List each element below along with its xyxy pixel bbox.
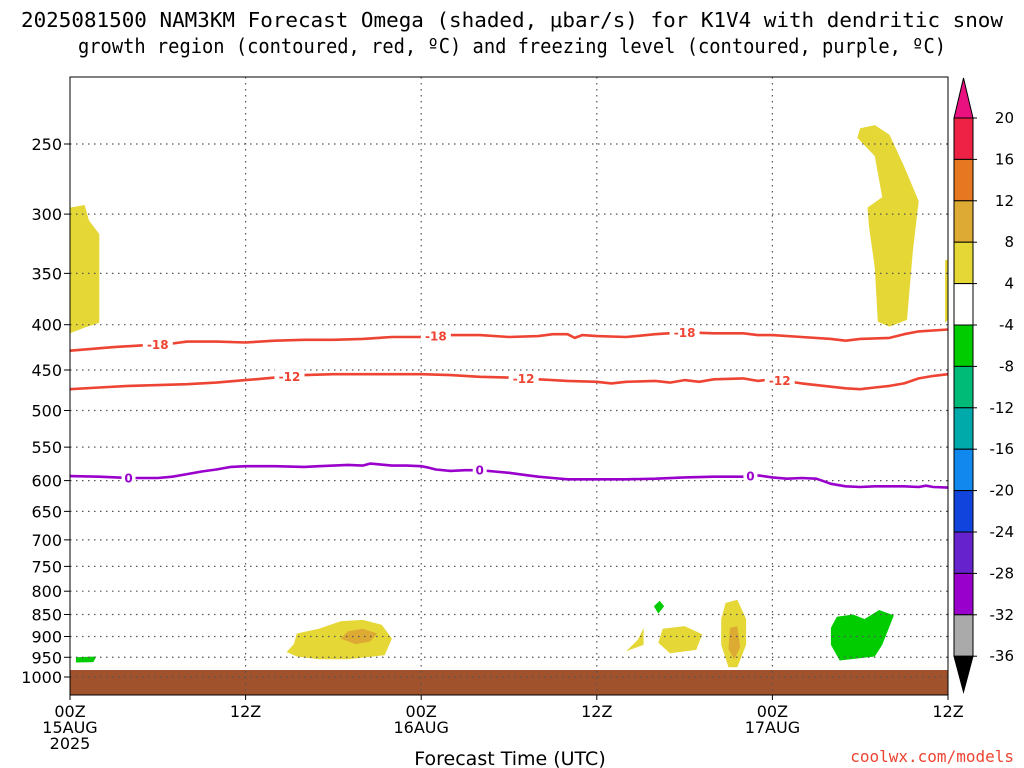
colorbar-swatch-2: [953, 200, 974, 243]
colorbar: 20 16 12 8 4 -4 -8 -12 -16 -20 -24 -28 -32 -36: [953, 77, 1015, 694]
y-tick-label-950: 950: [31, 648, 62, 667]
y-tick-label-400: 400: [31, 316, 62, 335]
y-tick-label-800: 800: [31, 582, 62, 601]
contour-label-bg-1-0: [274, 369, 305, 384]
freezing-contour-0: [69, 462, 949, 489]
omega-region-12: [830, 610, 894, 661]
x-tick-label-0-2: 2025: [50, 734, 91, 753]
colorbar-swatch-6: [953, 365, 974, 409]
colorbar-under-arrow: [953, 655, 974, 694]
contour-label-bg-0-2: [669, 325, 700, 340]
omega-region-9: [626, 627, 644, 652]
colorbar-label-3: 8: [1004, 233, 1014, 251]
contour-label-1-1: -12: [513, 372, 535, 386]
colorbar-swatch-0: [953, 117, 974, 160]
colorbar-swatch-5: [953, 324, 974, 367]
y-tick-label-300: 300: [31, 205, 62, 224]
x-axis-label: Forecast Time (UTC): [414, 748, 605, 768]
colorbar-swatch-7: [953, 407, 974, 450]
y-tick-label-500: 500: [31, 402, 62, 421]
colorbar-swatch-12: [953, 614, 974, 657]
y-tick-label-250: 250: [31, 135, 62, 154]
contour-label-bg-0-1: [420, 329, 451, 344]
omega-region-6: [658, 626, 703, 654]
x-tick-label-3-0: 12Z: [581, 702, 612, 721]
dgz-contour-m12: [69, 372, 949, 391]
chart-title-line-1: 2025081500 NAM3KM Forecast Omega (shaded…: [21, 8, 1004, 32]
contour-label-1-0: -12: [279, 370, 301, 384]
omega-region-8: [728, 626, 741, 660]
grid-lines: [70, 77, 948, 695]
colorbar-label-6: -8: [999, 357, 1014, 375]
y-tick-label-450: 450: [31, 361, 62, 380]
y-tick-label-1000: 1000: [21, 668, 62, 687]
omega-region-3: [945, 260, 948, 323]
y-tick-label-700: 700: [31, 531, 62, 550]
colorbar-label-4: 4: [1004, 275, 1014, 293]
y-tick-label-850: 850: [31, 606, 62, 625]
contour-label-0-1: -18: [425, 330, 447, 344]
x-tick-label-4-0: 00Z: [757, 702, 788, 721]
colorbar-swatch-4: [953, 283, 974, 326]
colorbar-label-9: -20: [990, 482, 1015, 500]
colorbar-label-0: 20: [995, 109, 1014, 127]
colorbar-label-2: 12: [995, 192, 1014, 210]
ground-below-surface: [70, 670, 948, 695]
omega-region-1: [70, 205, 100, 334]
colorbar-label-11: -28: [990, 564, 1015, 582]
x-tick-label-5-0: 12Z: [932, 702, 963, 721]
omega-region-11: [653, 600, 665, 614]
y-tick-label-900: 900: [31, 627, 62, 646]
colorbar-label-13: -36: [990, 647, 1015, 665]
y-tick-label-650: 650: [31, 502, 62, 521]
colorbar-swatch-9: [953, 490, 974, 533]
colorbar-label-1: 16: [995, 150, 1014, 168]
x-tick-label-0-1: 15AUG: [42, 718, 97, 737]
contour-label-1-2: -12: [769, 374, 791, 388]
dgz-contour-m18: [69, 328, 949, 352]
footer-credit: coolwx.com/models: [850, 747, 1014, 766]
chart-title-line-2: growth region (contoured, red, ºC) and f…: [78, 34, 946, 58]
omega-shading-layer: [70, 125, 948, 668]
contour-label-bg-2-0: [121, 471, 136, 486]
x-tick-label-4-1: 17AUG: [745, 718, 800, 737]
y-tick-label-550: 550: [31, 438, 62, 457]
colorbar-over-arrow: [953, 77, 974, 119]
contour-label-bg-2-2: [743, 469, 758, 484]
contour-label-0-0: -18: [147, 338, 169, 352]
y-tick-label-600: 600: [31, 472, 62, 491]
contour-label-bg-1-2: [764, 373, 795, 388]
colorbar-swatch-1: [953, 158, 974, 202]
colorbar-label-5: -4: [999, 316, 1014, 334]
contour-label-bg-2-1: [472, 463, 487, 478]
contour-label-2-1: 0: [476, 464, 484, 478]
contour-label-2-2: 0: [746, 470, 754, 484]
contour-label-0-2: -18: [674, 326, 696, 340]
y-tick-label-350: 350: [31, 264, 62, 283]
y-tick-label-750: 750: [31, 557, 62, 576]
omega-region-4: [286, 619, 392, 660]
colorbar-label-12: -32: [990, 606, 1015, 624]
contour-layer: -18 -18 -18 -12 -12 -12 0 0 0: [69, 325, 949, 489]
x-tick-label-1-0: 12Z: [230, 702, 261, 721]
x-tick-label-0-0: 00Z: [54, 702, 85, 721]
pressure-axis: 250 300 350 400 450 500 550 600 650 700 750 800 850 9…: [21, 135, 70, 687]
x-tick-label-2-0: 00Z: [406, 702, 437, 721]
colorbar-label-10: -24: [990, 523, 1015, 541]
omega-region-2: [857, 125, 919, 327]
contour-label-2-0: 0: [124, 472, 132, 486]
contour-label-bg-1-1: [508, 371, 539, 386]
colorbar-label-8: -16: [990, 440, 1015, 458]
colorbar-swatch-10: [953, 531, 974, 574]
colorbar-swatch-8: [953, 448, 974, 492]
colorbar-swatch-3: [953, 241, 974, 285]
colorbar-label-7: -12: [990, 399, 1015, 417]
contour-label-bg-0-0: [142, 337, 173, 352]
omega-region-10: [75, 656, 97, 663]
x-tick-label-2-1: 16AUG: [393, 718, 448, 737]
plot-frame: [69, 76, 949, 696]
colorbar-swatch-11: [953, 572, 974, 616]
